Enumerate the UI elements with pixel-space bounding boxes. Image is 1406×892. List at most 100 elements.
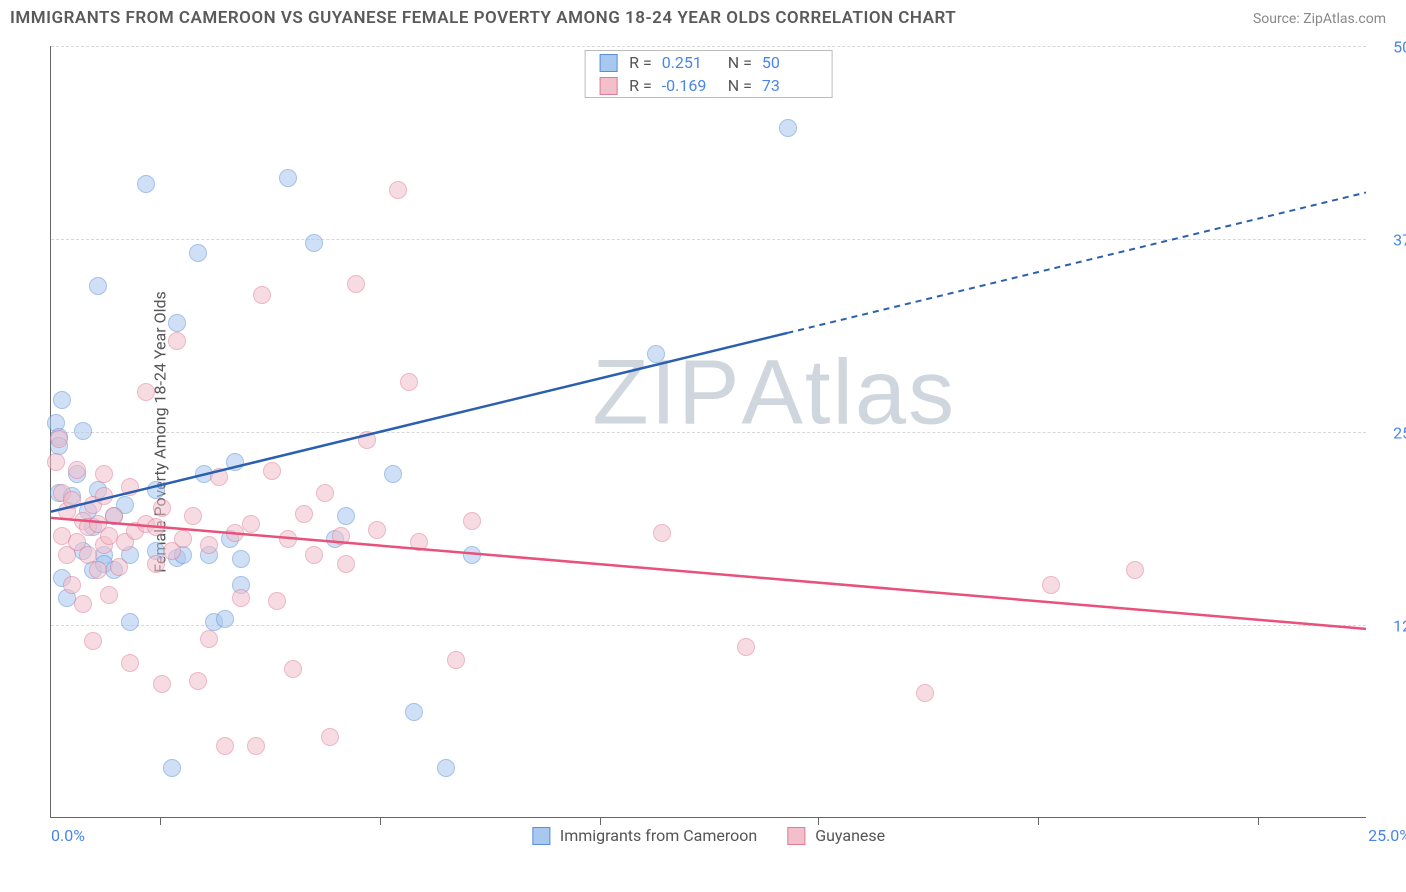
y-tick-label: 37.5% [1376, 231, 1406, 250]
data-point [253, 286, 271, 304]
data-point [95, 465, 113, 483]
data-point [147, 518, 165, 536]
data-point [305, 546, 323, 564]
data-point [53, 391, 71, 409]
data-point [147, 555, 165, 573]
data-point [110, 558, 128, 576]
data-point [358, 431, 376, 449]
data-point [105, 507, 123, 525]
x-axis-end-label: 25.0% [1368, 826, 1406, 845]
data-point [316, 484, 334, 502]
data-point [121, 654, 139, 672]
data-point [74, 422, 92, 440]
r-value-1: 0.251 [662, 53, 718, 72]
data-point [89, 277, 107, 295]
data-point [232, 589, 250, 607]
data-point [95, 487, 113, 505]
data-point [279, 530, 297, 548]
data-point [153, 675, 171, 693]
x-tick [160, 817, 161, 825]
data-point [189, 244, 207, 262]
data-point [1126, 561, 1144, 579]
data-point [337, 507, 355, 525]
watermark-zip: ZIP [592, 341, 741, 443]
chart-title: IMMIGRANTS FROM CAMEROON VS GUYANESE FEM… [10, 8, 956, 28]
data-point [121, 613, 139, 631]
data-point [463, 546, 481, 564]
data-point [337, 555, 355, 573]
x-tick [600, 817, 601, 825]
y-tick-label: 50.0% [1376, 38, 1406, 57]
data-point [226, 453, 244, 471]
legend-item-2: Guyanese [787, 826, 885, 845]
data-point [653, 524, 671, 542]
data-point [232, 550, 250, 568]
gridline: 25.0% [51, 432, 1366, 433]
y-tick-label: 25.0% [1376, 424, 1406, 443]
r-label-1: R = [629, 53, 652, 72]
data-point [163, 759, 181, 777]
legend-row-1: R = 0.251 N = 50 [585, 51, 832, 74]
x-axis-start-label: 0.0% [51, 826, 85, 845]
data-point [405, 703, 423, 721]
data-point [284, 660, 302, 678]
data-point [168, 314, 186, 332]
data-point [174, 530, 192, 548]
data-point [247, 737, 265, 755]
y-tick-label: 12.5% [1376, 617, 1406, 636]
gridline: 50.0% [51, 46, 1366, 47]
legend-item-1: Immigrants from Cameroon [532, 826, 757, 845]
data-point [447, 651, 465, 669]
data-point [263, 462, 281, 480]
data-point [410, 533, 428, 551]
data-point [1042, 576, 1060, 594]
x-tick [1038, 817, 1039, 825]
source-prefix: Source: [1253, 11, 1303, 27]
data-point [137, 383, 155, 401]
data-point [463, 512, 481, 530]
x-tick [380, 817, 381, 825]
legend-bottom-swatch-1 [532, 827, 550, 845]
data-point [63, 576, 81, 594]
legend-bottom-label-2: Guyanese [815, 826, 885, 845]
data-point [137, 175, 155, 193]
source-name: ZipAtlas.com [1303, 11, 1386, 27]
n-value-1: 50 [762, 53, 818, 72]
data-point [200, 536, 218, 554]
x-tick [818, 817, 819, 825]
data-point [242, 515, 260, 533]
gridline: 12.5% [51, 625, 1366, 626]
data-point [184, 507, 202, 525]
data-point [200, 630, 218, 648]
x-tick [1258, 817, 1259, 825]
data-point [147, 481, 165, 499]
data-point [216, 610, 234, 628]
n-label-2: N = [728, 76, 752, 95]
data-point [737, 638, 755, 656]
data-point [189, 672, 207, 690]
gridline: 37.5% [51, 239, 1366, 240]
legend-bottom-swatch-2 [787, 827, 805, 845]
data-point [153, 499, 171, 517]
data-point [400, 373, 418, 391]
legend-swatch-2 [599, 77, 617, 95]
legend-bottom-label-1: Immigrants from Cameroon [560, 826, 757, 845]
n-label-1: N = [728, 53, 752, 72]
data-point [295, 505, 313, 523]
n-value-2: 73 [762, 76, 818, 95]
legend-row-2: R = -0.169 N = 73 [585, 74, 832, 97]
data-point [168, 332, 186, 350]
data-point [68, 461, 86, 479]
data-point [50, 430, 68, 448]
data-point [647, 345, 665, 363]
data-point [63, 491, 81, 509]
data-point [779, 119, 797, 137]
series-legend: Immigrants from Cameroon Guyanese [532, 826, 885, 845]
data-point [389, 181, 407, 199]
data-point [100, 586, 118, 604]
data-point [332, 527, 350, 545]
correlation-legend: R = 0.251 N = 50 R = -0.169 N = 73 [584, 50, 833, 98]
data-point [121, 478, 139, 496]
data-point [437, 759, 455, 777]
data-point [384, 465, 402, 483]
